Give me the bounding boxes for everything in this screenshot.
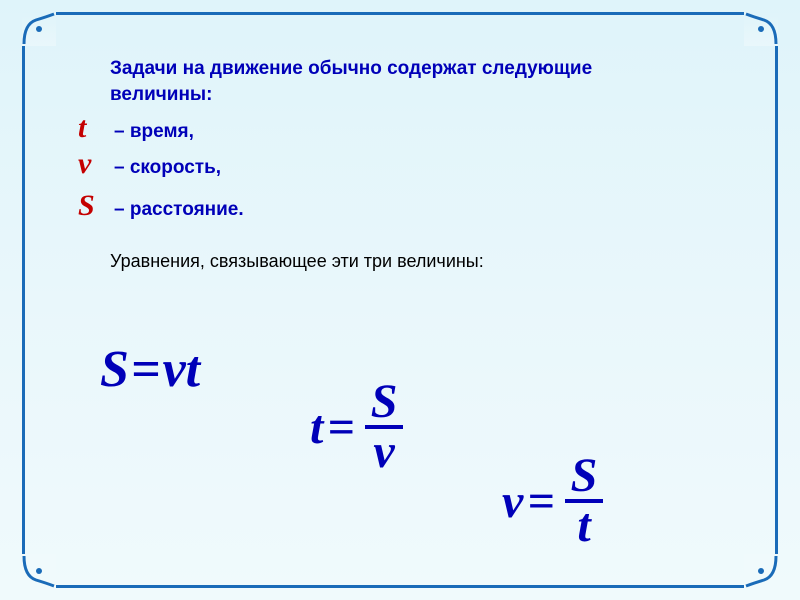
formula2-numerator: S bbox=[365, 380, 404, 424]
intro-text: Задачи на движение обычно содержат следу… bbox=[110, 56, 760, 107]
formula1-rhs: vt bbox=[163, 341, 201, 398]
formula-t-equals-s-over-v: t = S v bbox=[310, 380, 403, 474]
formula-s-equals-vt: S=vt bbox=[100, 340, 200, 399]
formula3-lhs: v bbox=[502, 474, 523, 529]
formula3-eq: = bbox=[527, 474, 554, 529]
corner-ornament-bl bbox=[22, 554, 56, 588]
intro-line-2: величины: bbox=[110, 84, 213, 105]
corner-ornament-br bbox=[744, 554, 778, 588]
corner-ornament-tl bbox=[22, 12, 56, 46]
definition-time-text: – время, bbox=[114, 121, 194, 143]
slide-content: Задачи на движение обычно содержат следу… bbox=[110, 56, 760, 282]
corner-ornament-tr bbox=[744, 12, 778, 46]
formula1-eq: = bbox=[131, 341, 161, 398]
definition-time: t – время, bbox=[110, 111, 760, 145]
symbol-t: t bbox=[78, 111, 104, 145]
definitions-list: t – время, v – скорость, S – расстояние. bbox=[110, 111, 760, 223]
definition-distance-text: – расстояние. bbox=[114, 199, 244, 221]
formula2-eq: = bbox=[327, 400, 354, 455]
formula2-fraction: S v bbox=[365, 380, 404, 474]
formula3-fraction: S t bbox=[565, 454, 604, 548]
formula-v-equals-s-over-t: v = S t bbox=[502, 454, 603, 548]
symbol-v: v bbox=[78, 147, 104, 181]
formula2-denominator: v bbox=[367, 430, 400, 474]
definition-distance: S – расстояние. bbox=[110, 189, 760, 223]
symbol-s: S bbox=[78, 189, 104, 223]
formula3-numerator: S bbox=[565, 454, 604, 498]
formula2-lhs: t bbox=[310, 400, 323, 455]
definition-velocity: v – скорость, bbox=[110, 147, 760, 181]
equations-intro: Уравнения, связывающее эти три величины: bbox=[110, 251, 760, 272]
formula1-lhs: S bbox=[100, 341, 129, 398]
formula3-denominator: t bbox=[571, 504, 596, 548]
intro-line-1: Задачи на движение обычно содержат следу… bbox=[110, 58, 592, 79]
definition-velocity-text: – скорость, bbox=[114, 157, 221, 179]
